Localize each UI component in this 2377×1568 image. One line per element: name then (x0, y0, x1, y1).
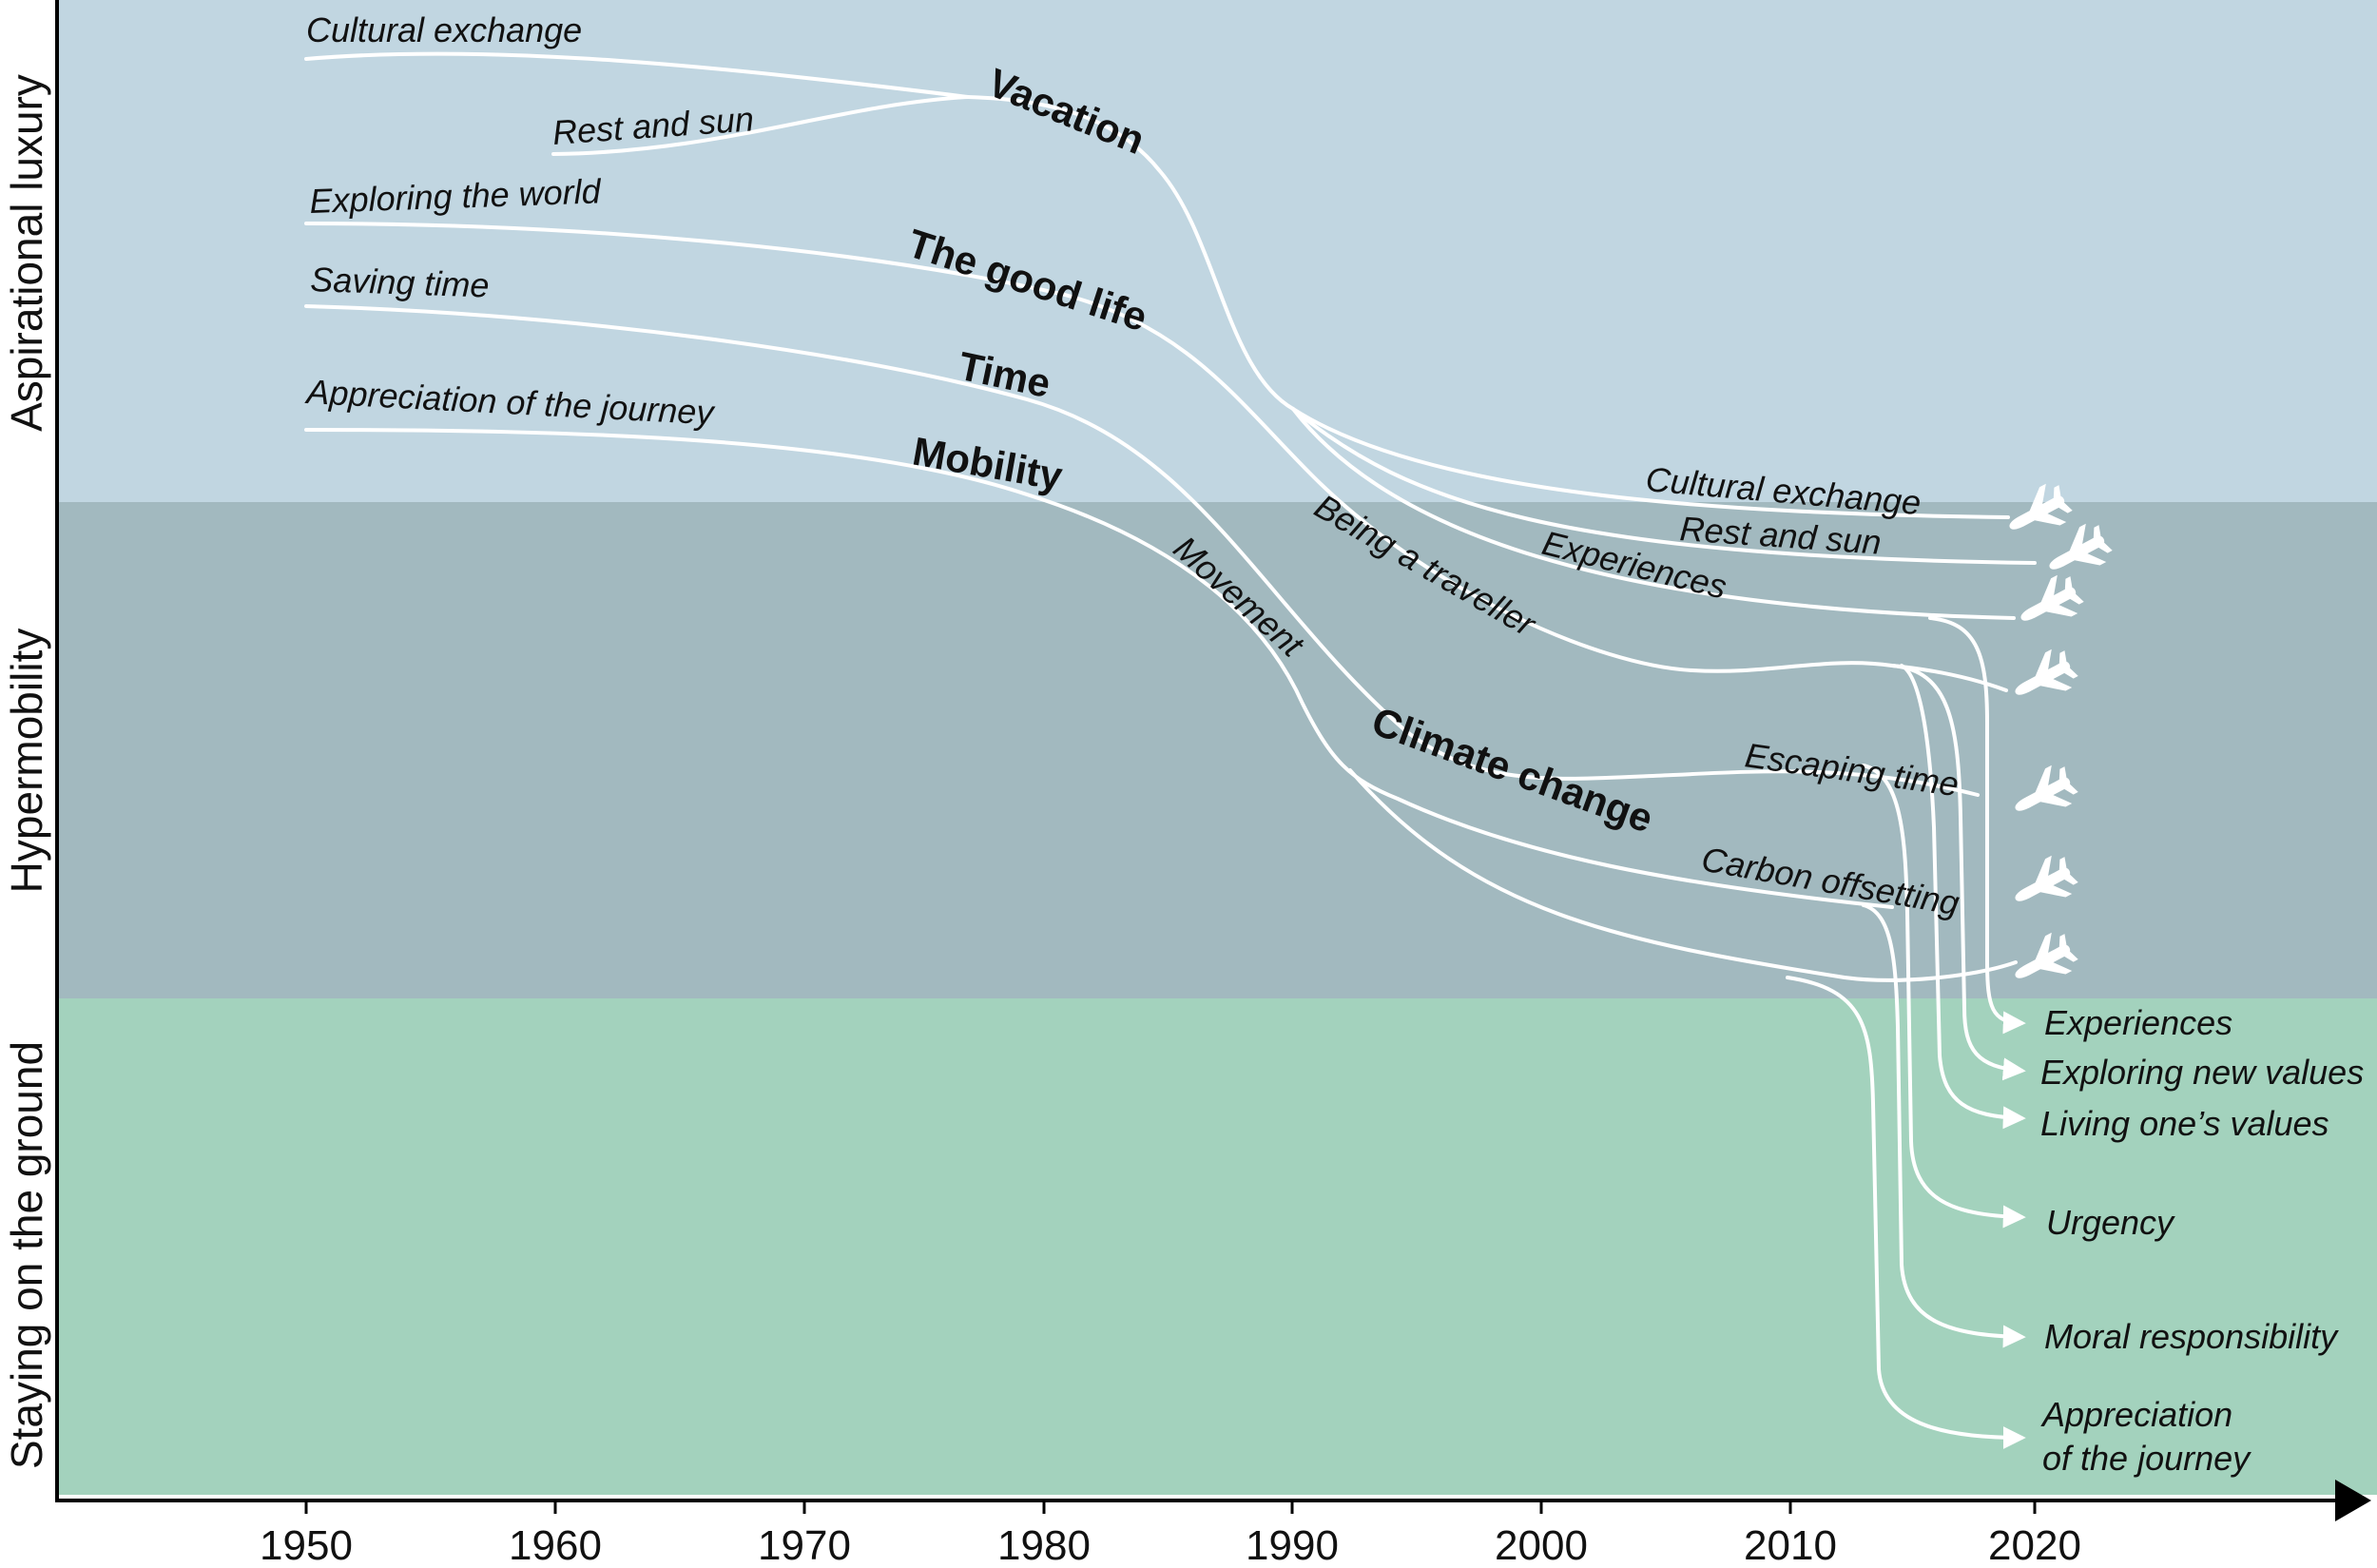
flow-rest-and-sun-early (551, 95, 970, 156)
year-label-1950: 1950 (260, 1522, 353, 1568)
year-label-2000: 2000 (1495, 1522, 1588, 1568)
band-hypermobility (57, 502, 2377, 998)
year-label-1970: 1970 (758, 1522, 851, 1568)
flow-vacation (966, 95, 1295, 411)
band-label-staying-on-the-ground: Staying on the ground (2, 1041, 51, 1469)
band-label-aspirational-luxury: Aspirational luxury (2, 74, 51, 432)
branch-to-urgency (1862, 764, 2026, 1229)
year-ticks (304, 1500, 2037, 1514)
outcome-moral-responsibility: Moral responsibility (2044, 1317, 2339, 1356)
branch-to-moral-responsibility (1862, 903, 2026, 1348)
year-label-2020: 2020 (1988, 1522, 2081, 1568)
label-cultural-exchange-1950: Cultural exchange (306, 10, 582, 49)
flow-cultural-exchange-early (304, 51, 970, 99)
band-staying-on-the-ground (57, 998, 2377, 1495)
year-label-1990: 1990 (1246, 1522, 1339, 1568)
outcome-living-ones-values: Living one’s values (2040, 1104, 2329, 1143)
flow-exploring-the-world (304, 222, 2008, 692)
ground-branches (1786, 616, 2026, 1449)
outcome-appreciation-line1: Appreciation (2040, 1395, 2232, 1434)
year-label-1960: 1960 (509, 1522, 602, 1568)
flow-appreciation-of-the-journey (304, 428, 1894, 909)
outcome-appreciation-line2: of the journey (2042, 1439, 2251, 1478)
branch-to-appreciation (1786, 976, 2026, 1449)
flow-climate-change (1348, 768, 2018, 982)
flow-to-rest-and-sun (1291, 407, 2037, 565)
flow-saving-time (304, 304, 1980, 797)
branch-to-experiences (1928, 616, 2026, 1035)
band-label-hypermobility: Hypermobility (2, 629, 51, 894)
branch-to-living-ones-values (1900, 664, 2026, 1130)
year-label-1980: 1980 (997, 1522, 1091, 1568)
outcome-urgency: Urgency (2046, 1203, 2175, 1242)
outcome-exploring-new-values: Exploring new values (2040, 1053, 2364, 1092)
year-label-2010: 2010 (1744, 1522, 1837, 1568)
branch-to-exploring-new-values (1890, 664, 2026, 1081)
flow-to-experiences (1291, 407, 2016, 620)
outcome-experiences: Experiences (2044, 1003, 2232, 1042)
flow-to-cultural-exchange (1291, 407, 2010, 519)
x-axis-arrowhead (2335, 1480, 2371, 1521)
label-saving-time: Saving time (310, 260, 490, 305)
band-aspirational-luxury (57, 0, 2377, 502)
flow-lines (304, 51, 2037, 982)
